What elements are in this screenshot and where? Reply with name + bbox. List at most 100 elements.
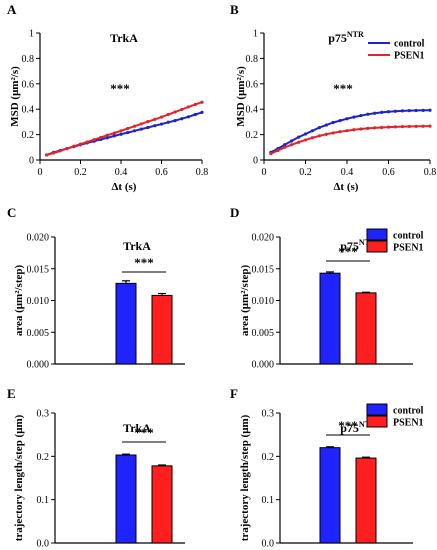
panel-e: E TrkA 0.0 0.1 0.2 0.3 trajectory length/step … — [7, 386, 185, 550]
chart-title-main: p75 — [340, 421, 359, 435]
data-point-control — [331, 120, 335, 125]
y-tick-label: 0.015 — [252, 264, 275, 275]
data-point-control — [283, 143, 287, 147]
data-point-psen1 — [421, 124, 425, 128]
data-point-control — [380, 110, 384, 114]
y-tick-label: 0.1 — [262, 495, 275, 506]
y-tick-label: 0 — [253, 156, 258, 167]
y-tick-label: 0.3 — [37, 409, 50, 420]
data-point-psen1 — [85, 140, 89, 144]
data-point-psen1 — [51, 151, 56, 155]
bar-control — [319, 272, 341, 365]
data-point-psen1 — [269, 152, 273, 156]
data-point-control — [166, 120, 170, 124]
data-point-psen1 — [65, 146, 69, 151]
data-point-psen1 — [289, 143, 294, 147]
panel-label: B — [230, 2, 239, 17]
data-point-control — [303, 132, 308, 136]
bar-psen1 — [355, 292, 377, 365]
data-point-control — [146, 125, 150, 130]
y-tick-label: 0.010 — [27, 296, 50, 307]
data-point-control — [126, 130, 130, 135]
legend-label-control: control — [393, 406, 424, 417]
legend-swatch-control — [366, 403, 388, 416]
x-tick-label: 0.2 — [74, 167, 87, 178]
data-point-control — [400, 109, 405, 113]
data-point-control — [105, 136, 110, 140]
chart-title-main: p75 — [328, 31, 347, 45]
y-tick-label: 0.020 — [252, 233, 275, 244]
data-point-psen1 — [159, 115, 164, 119]
data-point-psen1 — [407, 124, 411, 129]
bar-control — [319, 447, 341, 544]
data-point-control — [359, 113, 363, 118]
data-point-psen1 — [359, 127, 363, 131]
data-point-psen1 — [126, 126, 130, 131]
x-tick-label: 0.8 — [424, 167, 437, 178]
significance-marker: *** — [338, 418, 358, 433]
x-tick-label: 0.4 — [341, 167, 354, 178]
data-point-psen1 — [393, 125, 397, 129]
panel-label: F — [230, 386, 238, 401]
data-point-psen1 — [276, 148, 280, 153]
chart-title-superscript: NTR — [347, 30, 364, 39]
data-point-control — [421, 108, 425, 112]
x-tick-label: 0.8 — [196, 167, 209, 178]
data-point-psen1 — [139, 122, 143, 126]
data-point-psen1 — [132, 124, 137, 128]
data-point-control — [407, 108, 411, 113]
y-tick-label: 0 — [29, 156, 34, 167]
data-point-psen1 — [105, 133, 110, 137]
bar-psen1 — [355, 457, 377, 544]
panel-label: C — [7, 205, 16, 220]
y-tick-label: 0.020 — [27, 233, 50, 244]
data-point-psen1 — [45, 153, 49, 157]
data-point-control — [366, 112, 370, 116]
y-tick-label: 0.000 — [252, 360, 275, 371]
data-point-control — [173, 119, 177, 123]
data-point-control — [345, 117, 349, 121]
data-point-psen1 — [180, 107, 184, 112]
data-point-control — [324, 123, 328, 127]
x-tick-label: 0.4 — [115, 167, 128, 178]
data-point-psen1 — [78, 142, 83, 146]
x-tick-label: 0 — [38, 167, 43, 178]
data-point-psen1 — [317, 134, 322, 138]
data-point-psen1 — [380, 125, 384, 130]
y-tick-label: 0.2 — [37, 452, 50, 463]
data-point-psen1 — [146, 120, 150, 124]
series-line-control — [270, 109, 431, 154]
data-point-control — [428, 108, 432, 112]
x-tick-label: 0.6 — [382, 167, 395, 178]
data-point-psen1 — [324, 132, 328, 136]
y-tick-label: 0.005 — [252, 328, 275, 339]
data-point-psen1 — [200, 100, 204, 104]
y-tick-label: 0.8 — [246, 54, 259, 65]
data-point-control — [119, 132, 123, 136]
chart-title-main: TrkA — [123, 421, 151, 435]
chart-title-main: TrkA — [123, 239, 151, 253]
data-point-control — [153, 124, 157, 128]
y-axis-label: area (μm²/step) — [239, 264, 251, 336]
y-tick-label: 0.000 — [27, 360, 50, 371]
chart-title-main: p75 — [340, 239, 359, 253]
y-tick-label: 0.2 — [246, 130, 259, 141]
y-tick-label: 0.4 — [22, 105, 35, 116]
y-tick-label: 0.8 — [22, 54, 35, 65]
data-point-psen1 — [99, 135, 103, 140]
data-point-psen1 — [112, 131, 116, 135]
chart-title: p75NTR — [328, 30, 364, 45]
data-point-control — [112, 134, 116, 138]
y-tick-label: 0.1 — [37, 495, 50, 506]
x-tick-label: 0.6 — [155, 167, 168, 178]
chart-title: TrkA — [110, 31, 138, 45]
data-point-psen1 — [297, 140, 301, 144]
legend-label-psen1: PSEN1 — [393, 418, 424, 429]
panel-label: D — [230, 205, 239, 220]
data-point-psen1 — [119, 129, 123, 133]
y-axis-label: MSD (μm²/s) — [235, 66, 247, 127]
significance-marker: *** — [110, 81, 130, 96]
data-point-psen1 — [372, 126, 377, 130]
y-tick-label: 0.010 — [252, 296, 275, 307]
significance-marker: *** — [134, 255, 154, 270]
